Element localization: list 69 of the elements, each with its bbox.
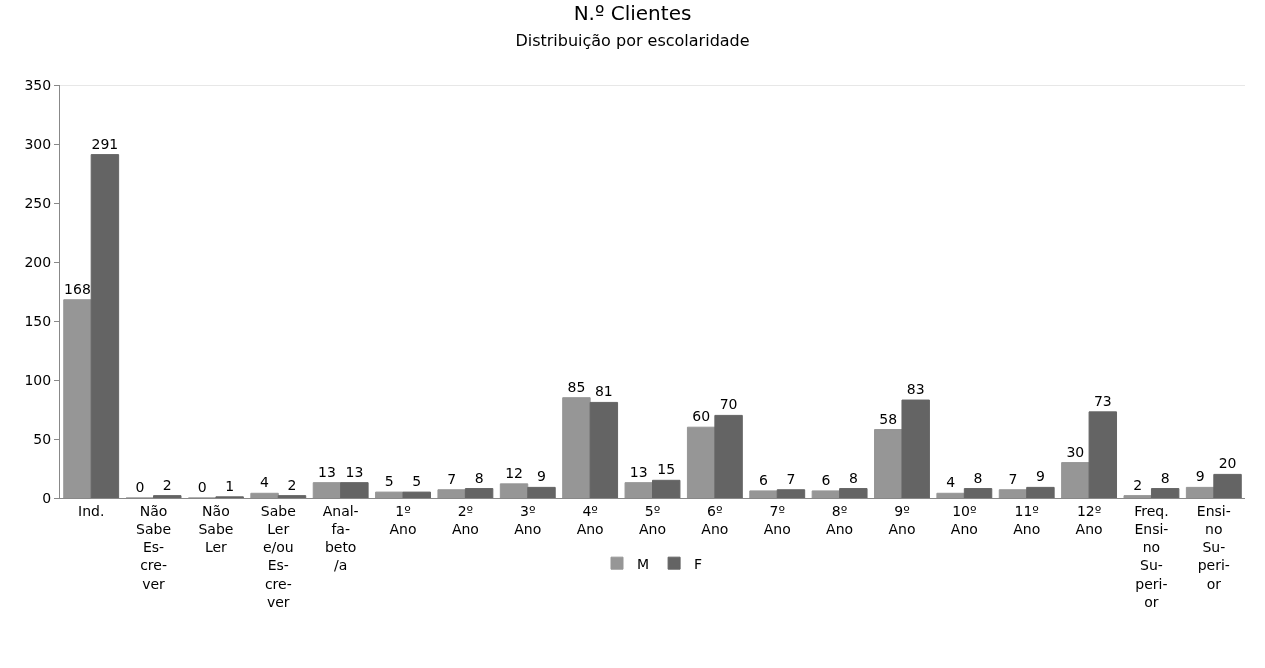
data-label: 2: [162, 476, 172, 493]
x-tick-label: 10º Ano: [950, 502, 978, 537]
data-label: 9: [1195, 468, 1205, 485]
y-tick-label: 150: [24, 312, 52, 329]
legend-label: M: [637, 555, 650, 572]
y-tick-label: 100: [24, 371, 52, 388]
x-tick-label: 12º Ano: [1075, 502, 1103, 537]
data-label: 4: [946, 474, 956, 491]
x-tick-label: 1º Ano: [389, 502, 417, 537]
x-tick-label: Freq. Ensi- no Su- peri- or: [1134, 502, 1169, 610]
data-label: 60: [692, 408, 711, 425]
data-label: 7: [1008, 470, 1018, 487]
x-tick-label: 7º Ano: [763, 502, 791, 537]
chart-title: N.º Clientes: [573, 1, 692, 26]
data-label: 8: [1160, 469, 1170, 486]
y-tick-label: 200: [24, 253, 52, 270]
data-label: 6: [821, 471, 831, 488]
x-tick-label: 4º Ano: [576, 502, 604, 537]
data-label: 7: [447, 470, 457, 487]
x-tick-label: 8º Ano: [826, 502, 854, 537]
x-tick-label: Não Sabe Es- cre- ver: [136, 502, 172, 592]
data-label: 2: [1133, 476, 1143, 493]
data-label: 9: [537, 468, 546, 485]
data-label: 30: [1066, 443, 1085, 460]
data-label: 1: [225, 477, 235, 494]
data-label: 5: [384, 473, 394, 490]
y-tick-label: 0: [42, 489, 52, 506]
chart-subtitle: Distribuição por escolaridade: [515, 31, 750, 51]
data-label: 5: [412, 473, 422, 490]
data-label: 13: [345, 463, 364, 480]
data-label: 7: [786, 470, 796, 487]
y-tick-label: 350: [24, 76, 52, 93]
data-label: 15: [657, 461, 676, 478]
data-label: 8: [848, 469, 858, 486]
legend-label: F: [694, 555, 703, 572]
data-label: 58: [879, 410, 898, 427]
data-label: 12: [505, 464, 523, 481]
data-label: 4: [260, 474, 270, 491]
x-tick-label: Sabe Ler e/ou Es- cre- ver: [260, 502, 296, 610]
data-label: 6: [759, 471, 769, 488]
x-tick-label: Ind.: [78, 502, 105, 519]
data-label: 8: [474, 469, 484, 486]
data-label: 85: [567, 378, 586, 395]
x-tick-label: 9º Ano: [888, 502, 916, 537]
data-label: 81: [594, 383, 613, 400]
x-tick-label: Anal- fa- beto /a: [322, 502, 359, 574]
x-tick-label: 11º Ano: [1013, 502, 1041, 537]
data-label: 8: [973, 469, 983, 486]
x-tick-label: 3º Ano: [514, 502, 542, 537]
data-label: 13: [629, 463, 648, 480]
data-label: 73: [1093, 392, 1112, 409]
data-label: 9: [1035, 468, 1045, 485]
data-label: 0: [197, 479, 207, 495]
data-label: 291: [91, 135, 119, 152]
x-tick-label: Não Sabe Ler: [198, 502, 234, 556]
y-tick-label: 250: [24, 194, 52, 211]
x-tick-label: 6º Ano: [701, 502, 729, 537]
y-tick-label: 50: [33, 430, 52, 447]
y-tick-label: 300: [24, 135, 52, 152]
data-label: 70: [719, 396, 738, 413]
data-label: 13: [318, 463, 336, 480]
data-label: 0: [135, 479, 145, 495]
data-label: 20: [1218, 455, 1237, 472]
x-tick-label: 2º Ano: [451, 502, 479, 537]
data-label: 2: [287, 476, 297, 493]
x-tick-label: 5º Ano: [638, 502, 667, 537]
data-label: 168: [64, 280, 91, 297]
x-tick-label: Ensi- no Su- peri- or: [1196, 502, 1231, 592]
data-label: 83: [906, 381, 925, 398]
